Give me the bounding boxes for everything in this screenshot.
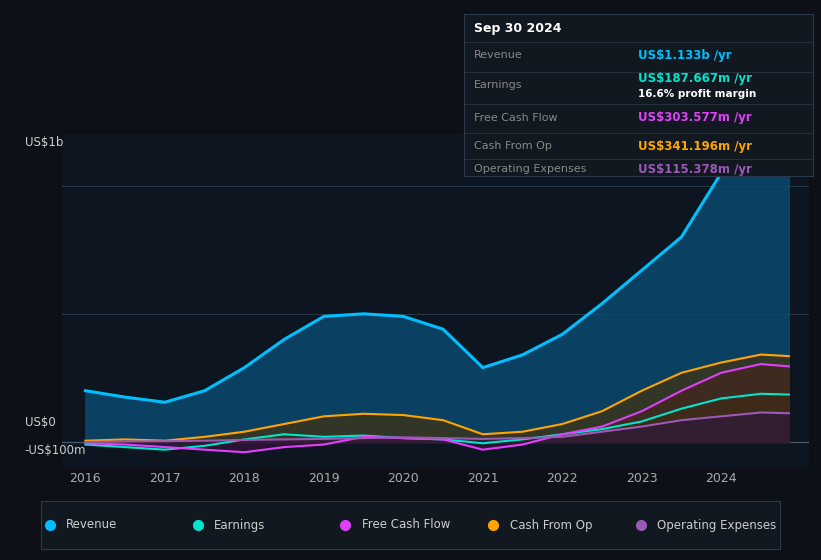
Text: US$341.196m /yr: US$341.196m /yr [639, 140, 752, 153]
Text: -US$100m: -US$100m [25, 444, 86, 457]
Text: US$1b: US$1b [25, 136, 63, 150]
Text: US$187.667m /yr: US$187.667m /yr [639, 72, 752, 85]
Text: US$115.378m /yr: US$115.378m /yr [639, 162, 752, 176]
Text: US$0: US$0 [25, 416, 55, 430]
Text: US$303.577m /yr: US$303.577m /yr [639, 111, 752, 124]
Text: Earnings: Earnings [214, 519, 265, 531]
Text: Revenue: Revenue [67, 519, 117, 531]
Text: Revenue: Revenue [475, 50, 523, 60]
Text: Cash From Op: Cash From Op [510, 519, 592, 531]
Text: Cash From Op: Cash From Op [475, 141, 553, 151]
Text: Earnings: Earnings [475, 80, 523, 90]
Text: 16.6% profit margin: 16.6% profit margin [639, 88, 757, 99]
Text: Operating Expenses: Operating Expenses [658, 519, 777, 531]
Text: Free Cash Flow: Free Cash Flow [475, 113, 558, 123]
Text: US$1.133b /yr: US$1.133b /yr [639, 49, 732, 62]
Text: Operating Expenses: Operating Expenses [475, 164, 587, 174]
Text: Free Cash Flow: Free Cash Flow [362, 519, 450, 531]
Text: Sep 30 2024: Sep 30 2024 [475, 22, 562, 35]
